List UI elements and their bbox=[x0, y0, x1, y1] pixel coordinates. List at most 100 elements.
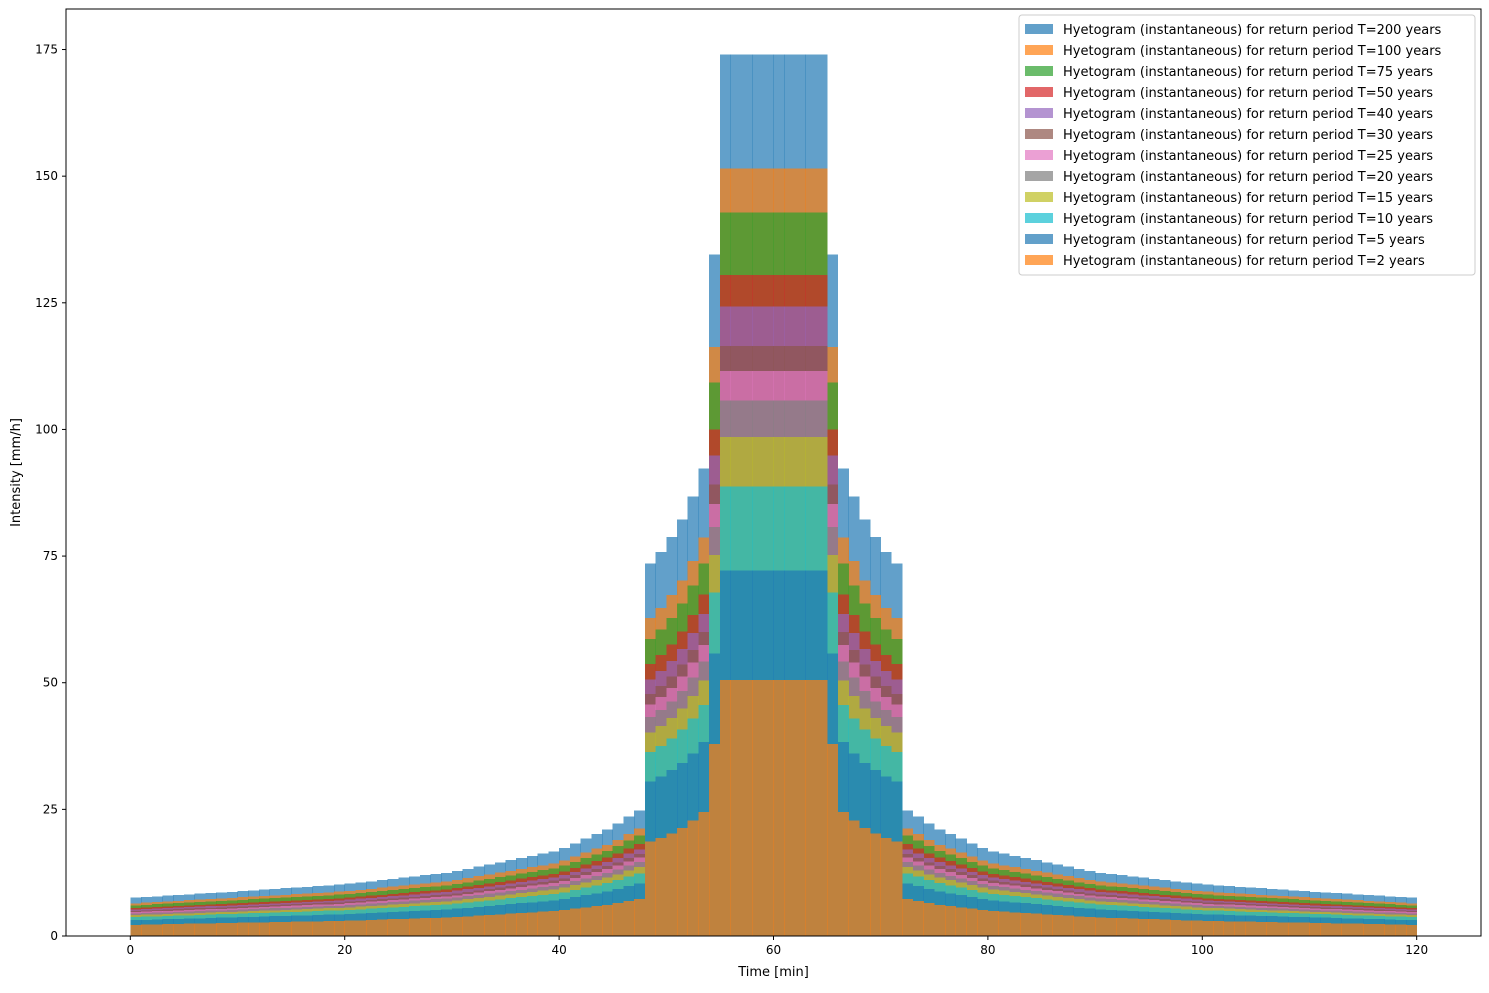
legend-entry: Hyetogram (instantaneous) for return per… bbox=[1063, 128, 1433, 143]
bar bbox=[848, 820, 860, 936]
legend-entry: Hyetogram (instantaneous) for return per… bbox=[1063, 44, 1442, 59]
bar bbox=[891, 841, 903, 936]
legend-entry: Hyetogram (instantaneous) for return per… bbox=[1063, 233, 1425, 248]
bar bbox=[151, 924, 163, 936]
legend-box bbox=[1018, 14, 1476, 276]
bar bbox=[183, 923, 195, 936]
bar bbox=[805, 680, 817, 936]
x-tick-label: 80 bbox=[980, 943, 995, 957]
legend-swatch bbox=[1025, 171, 1053, 181]
bar bbox=[387, 919, 399, 936]
y-tick-label: 175 bbox=[35, 43, 58, 57]
bar bbox=[173, 923, 185, 936]
y-axis: 0 25 50 75 100 125 150 175 bbox=[35, 43, 66, 943]
bar bbox=[237, 922, 249, 936]
bar bbox=[376, 919, 388, 936]
bar bbox=[323, 921, 335, 936]
y-tick-label: 75 bbox=[43, 549, 58, 563]
x-tick-label: 100 bbox=[1191, 943, 1214, 957]
bar bbox=[644, 841, 656, 936]
bar bbox=[494, 914, 506, 936]
bar bbox=[580, 907, 592, 936]
bar bbox=[698, 811, 710, 936]
bar bbox=[859, 827, 871, 936]
bar bbox=[526, 912, 538, 936]
x-axis: 0 20 40 60 80 100 120 bbox=[126, 936, 1428, 957]
y-axis-label: Intensity [mm/h] bbox=[9, 418, 24, 527]
bar bbox=[344, 920, 356, 936]
bar bbox=[484, 914, 496, 936]
x-tick-label: 0 bbox=[126, 943, 134, 957]
bar bbox=[1373, 924, 1385, 936]
bar bbox=[998, 911, 1010, 936]
bar bbox=[537, 911, 549, 936]
x-tick-label: 40 bbox=[551, 943, 566, 957]
bar bbox=[666, 833, 678, 936]
bar bbox=[709, 743, 721, 936]
bar bbox=[1084, 916, 1096, 936]
bar bbox=[430, 917, 442, 936]
bar bbox=[1341, 923, 1353, 936]
legend-swatch bbox=[1025, 213, 1053, 223]
bar bbox=[1352, 923, 1364, 936]
bar bbox=[216, 923, 228, 936]
bar bbox=[1202, 920, 1214, 936]
bar bbox=[687, 820, 699, 936]
bar bbox=[1073, 916, 1085, 936]
bar bbox=[1137, 918, 1149, 936]
bar bbox=[977, 910, 989, 936]
bar bbox=[1009, 912, 1021, 936]
legend-entry: Hyetogram (instantaneous) for return per… bbox=[1063, 254, 1425, 269]
bar bbox=[966, 908, 978, 936]
bar bbox=[1127, 918, 1139, 936]
bar bbox=[923, 903, 935, 936]
bar bbox=[130, 924, 142, 936]
bar bbox=[655, 838, 667, 936]
bar bbox=[516, 912, 528, 936]
bar bbox=[1062, 915, 1074, 936]
bar bbox=[226, 922, 238, 936]
bar bbox=[1191, 920, 1203, 936]
legend-swatch bbox=[1025, 24, 1053, 34]
bar bbox=[837, 811, 849, 936]
bar bbox=[1148, 919, 1160, 936]
bar bbox=[869, 833, 881, 936]
legend-entry: Hyetogram (instantaneous) for return per… bbox=[1063, 149, 1433, 164]
legend-entry: Hyetogram (instantaneous) for return per… bbox=[1063, 65, 1433, 80]
bar bbox=[1052, 914, 1064, 936]
bar bbox=[1020, 912, 1032, 936]
legend-swatch bbox=[1025, 255, 1053, 265]
bar bbox=[1223, 921, 1235, 936]
bar bbox=[1213, 921, 1225, 936]
bar bbox=[333, 920, 346, 936]
bar bbox=[269, 922, 281, 936]
bar bbox=[762, 680, 774, 936]
bar bbox=[945, 906, 957, 936]
legend-swatch bbox=[1025, 66, 1053, 76]
bar bbox=[205, 923, 217, 936]
bar bbox=[291, 921, 303, 936]
bar bbox=[880, 838, 892, 936]
bar bbox=[794, 680, 806, 936]
series-11-bars bbox=[130, 680, 1417, 936]
legend-swatch bbox=[1025, 108, 1053, 118]
bar bbox=[409, 918, 421, 936]
bar bbox=[677, 827, 689, 936]
bar bbox=[1180, 920, 1192, 936]
legend-entry: Hyetogram (instantaneous) for return per… bbox=[1063, 212, 1433, 227]
bar bbox=[1105, 917, 1117, 936]
bar bbox=[934, 904, 946, 936]
bar bbox=[1330, 923, 1342, 936]
bar bbox=[1245, 921, 1257, 936]
bar bbox=[162, 924, 174, 936]
bar bbox=[355, 920, 367, 936]
x-tick-label: 60 bbox=[766, 943, 781, 957]
bar bbox=[248, 922, 260, 936]
bar bbox=[827, 743, 839, 936]
bar bbox=[601, 904, 613, 936]
bar bbox=[141, 924, 153, 936]
bar bbox=[741, 680, 753, 936]
bar bbox=[1030, 913, 1042, 936]
